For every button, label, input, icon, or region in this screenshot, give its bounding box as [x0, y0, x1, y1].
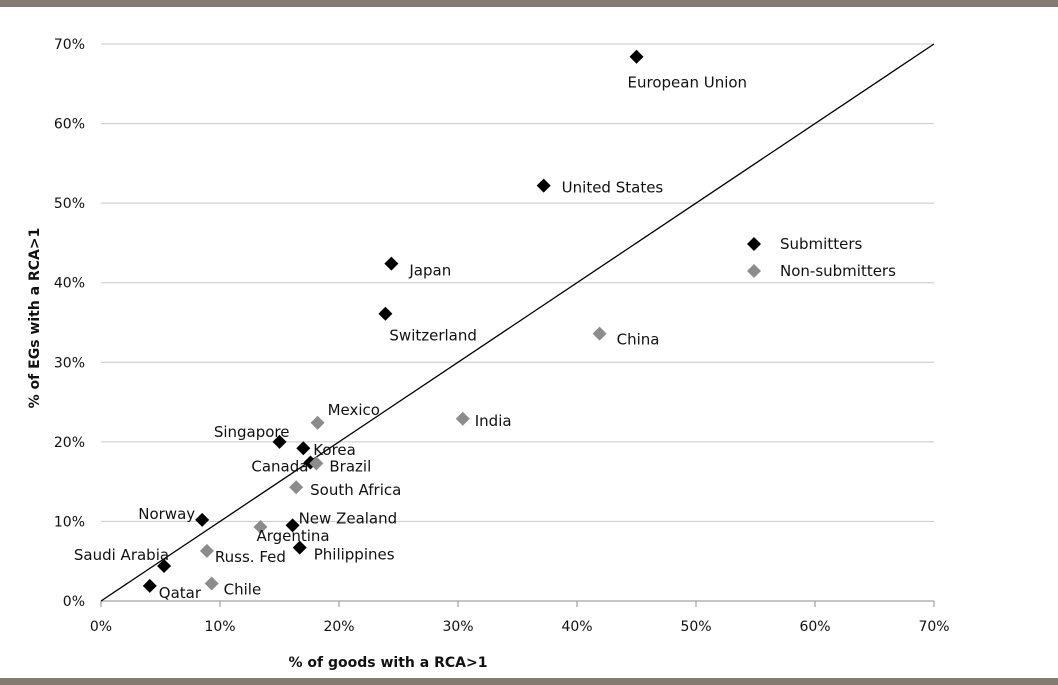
point-submitters: [384, 256, 399, 271]
point-label-china: China: [617, 331, 660, 349]
point-label-qatar: Qatar: [159, 584, 202, 602]
x-tick-label: 0%: [90, 619, 112, 635]
legend-label: Non-submitters: [780, 262, 896, 280]
point-label-switzerland: Switzerland: [389, 327, 477, 345]
point-submitters: [629, 49, 644, 64]
legend-label: Submitters: [780, 235, 862, 253]
point-submitters: [536, 178, 551, 193]
point-non-submitters: [455, 411, 470, 426]
point-non-submitters: [592, 326, 607, 341]
point-label-saudi-arabia: Saudi Arabia: [74, 546, 169, 564]
point-label-japan: Japan: [408, 262, 451, 280]
point-submitters: [195, 512, 210, 527]
y-tick-label: 70%: [54, 37, 85, 53]
point-label-south-africa: South Africa: [310, 481, 401, 499]
data-points: [142, 49, 644, 593]
point-submitters: [292, 540, 307, 555]
y-tick-label: 30%: [54, 355, 85, 371]
point-label-argentina: Argentina: [256, 527, 329, 545]
point-non-submitters: [309, 456, 324, 471]
bottom-rule: [0, 678, 1058, 685]
x-tick-label: 50%: [680, 619, 711, 635]
point-submitters: [142, 578, 157, 593]
point-non-submitters: [199, 543, 214, 558]
y-tick-label: 10%: [54, 514, 85, 530]
x-tick-label: 30%: [442, 619, 473, 635]
point-label-european-union: European Union: [628, 74, 748, 92]
point-label-brazil: Brazil: [329, 457, 371, 475]
y-tick-label: 60%: [54, 117, 85, 133]
point-label-russ-fed: Russ. Fed: [215, 548, 286, 566]
y-tick-label: 20%: [54, 435, 85, 451]
point-label-mexico: Mexico: [328, 401, 380, 419]
point-submitters: [285, 518, 300, 533]
legend-marker: [747, 264, 761, 278]
legend-marker: [747, 237, 761, 251]
x-tick-label: 60%: [799, 619, 830, 635]
y-axis-title: % of EGs with a RCA>1: [27, 228, 43, 409]
point-submitters: [272, 434, 287, 449]
x-tick-label: 20%: [323, 619, 354, 635]
x-axis-title: % of goods with a RCA>1: [289, 655, 488, 671]
gridlines: [101, 43, 934, 522]
point-label-philippines: Philippines: [314, 546, 395, 564]
legend: Submitters Non-submitters: [747, 235, 896, 280]
reference-line-45deg: [100, 43, 935, 602]
point-label-korea: Korea: [313, 441, 356, 459]
point-non-submitters: [310, 415, 325, 430]
point-label-new-zealand: New Zealand: [299, 509, 398, 527]
x-tick-label: 10%: [204, 619, 235, 635]
point-label-norway: Norway: [138, 505, 195, 523]
point-submitters: [157, 558, 172, 573]
point-label-singapore: Singapore: [214, 423, 290, 441]
x-tick-label: 40%: [561, 619, 592, 635]
reference-line-layer: [100, 43, 935, 602]
point-label-chile: Chile: [224, 580, 262, 598]
point-labels: European Union United States Japan Switzerl…: [74, 74, 747, 602]
point-non-submitters: [289, 480, 304, 495]
point-non-submitters: [253, 519, 268, 534]
y-tick-label: 50%: [54, 196, 85, 212]
y-tick-label: 0%: [63, 594, 85, 610]
point-submitters: [296, 441, 311, 456]
point-label-united-states: United States: [562, 179, 664, 197]
point-submitters: [378, 306, 393, 321]
axes: 0% 10% 20% 30% 40% 50% 60% 70% 0% 10% 20% 30% 40% 50%…: [54, 37, 950, 635]
top-rule: [0, 0, 1058, 7]
point-label-canada: Canada: [251, 458, 308, 476]
point-label-india: India: [475, 412, 512, 430]
y-tick-label: 40%: [54, 276, 85, 292]
x-tick-label: 70%: [918, 619, 949, 635]
point-non-submitters: [204, 576, 219, 591]
